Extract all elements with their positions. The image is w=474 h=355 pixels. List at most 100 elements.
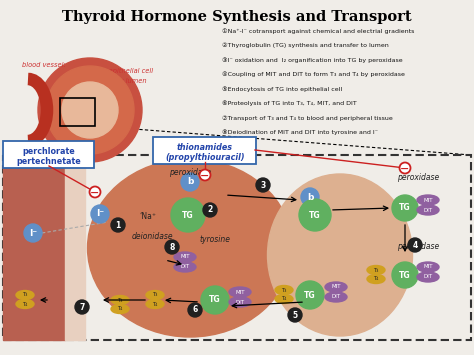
Bar [65,155,85,340]
Text: −: − [401,164,410,174]
Text: −: − [91,187,100,197]
Ellipse shape [229,287,251,297]
Text: 2: 2 [207,206,213,214]
Ellipse shape [325,292,347,302]
Text: follicular epithelial cell: follicular epithelial cell [78,68,153,74]
Circle shape [171,198,205,232]
Text: −: − [201,170,210,180]
Text: I⁻: I⁻ [29,229,37,237]
Circle shape [392,195,418,221]
Text: TG: TG [309,211,321,219]
Ellipse shape [16,290,34,300]
Ellipse shape [367,266,385,274]
Text: MIT: MIT [235,289,245,295]
Text: MIT: MIT [331,284,341,289]
Ellipse shape [417,272,439,282]
Circle shape [181,173,199,191]
Text: ⑧Deiodination of MIT and DIT into tyrosine and I⁻: ⑧Deiodination of MIT and DIT into tyrosi… [222,130,378,135]
Circle shape [111,218,125,232]
Text: MIT: MIT [423,197,433,202]
Circle shape [296,281,324,309]
Text: follicular lumen: follicular lumen [95,78,146,84]
Text: T₃: T₃ [22,293,28,297]
Bar [3,155,65,340]
Circle shape [201,286,229,314]
Text: 4: 4 [412,240,418,250]
Text: 8: 8 [169,242,175,251]
Text: ②Thyroglobulin (TG) synthesis and transfer to lumen: ②Thyroglobulin (TG) synthesis and transf… [222,43,389,48]
Text: TG: TG [399,203,411,213]
Ellipse shape [174,262,196,272]
Text: MIT: MIT [180,255,190,260]
Text: DIT: DIT [423,208,433,213]
Circle shape [203,203,217,217]
Text: 3: 3 [260,180,265,190]
FancyBboxPatch shape [154,137,256,164]
Text: perchlorate: perchlorate [23,147,75,156]
Text: T₄: T₄ [281,296,287,301]
Text: T₄: T₄ [374,277,379,282]
Circle shape [38,58,142,162]
Circle shape [165,240,179,254]
Ellipse shape [88,159,292,337]
Text: MIT: MIT [423,264,433,269]
Text: ④Coupling of MIT and DIT to form T₃ and T₄ by peroxidase: ④Coupling of MIT and DIT to form T₃ and … [222,71,405,77]
Circle shape [46,66,134,154]
Ellipse shape [111,295,129,305]
Ellipse shape [367,274,385,284]
Ellipse shape [417,195,439,205]
Text: deionidase: deionidase [131,232,173,241]
Text: T₃: T₃ [152,293,158,297]
Text: ⑤Endocytosis of TG into epithelial cell: ⑤Endocytosis of TG into epithelial cell [222,86,342,92]
Ellipse shape [174,252,196,262]
Text: 5: 5 [292,311,298,320]
Text: DIT: DIT [236,300,245,305]
Text: ⑥Proteolysis of TG into T₃, T₄, MIT, and DIT: ⑥Proteolysis of TG into T₃, T₄, MIT, and… [222,100,357,106]
Text: peroxidase: peroxidase [397,242,439,251]
Ellipse shape [229,297,251,307]
Text: TG: TG [182,211,194,219]
Circle shape [91,205,109,223]
Circle shape [200,169,210,180]
Text: ⑦Transport of T₃ and T₄ to blood and peripheral tissue: ⑦Transport of T₃ and T₄ to blood and per… [222,115,393,121]
Ellipse shape [146,290,164,300]
Text: (colloid): (colloid) [95,86,122,93]
Ellipse shape [267,174,412,336]
Text: thionamides: thionamides [177,143,233,152]
Circle shape [90,186,100,197]
Text: peroxidase: peroxidase [397,173,439,182]
Text: pertechnetate: pertechnetate [17,157,82,166]
Text: ①Na⁺-I⁻ cotransport against chemical and electrial gradients: ①Na⁺-I⁻ cotransport against chemical and… [222,28,414,34]
Text: T₄: T₄ [117,306,123,311]
Text: DIT: DIT [423,274,433,279]
Circle shape [301,188,319,206]
Ellipse shape [325,282,347,292]
Circle shape [400,163,410,174]
Text: 7: 7 [79,302,85,311]
Text: TG: TG [399,271,411,279]
Ellipse shape [16,300,34,308]
Ellipse shape [417,262,439,272]
Text: 1: 1 [115,220,120,229]
Text: ③I⁻ oxidation and  I₂ organification into TG by peroxidase: ③I⁻ oxidation and I₂ organification into… [222,57,402,62]
Text: blood vessel:: blood vessel: [22,62,66,68]
Text: T₃: T₃ [373,268,379,273]
Text: tyrosine: tyrosine [200,235,230,244]
Text: T₃: T₃ [117,297,123,302]
Circle shape [392,262,418,288]
Text: ‘Na⁺: ‘Na⁺ [139,212,156,221]
Text: 6: 6 [192,306,198,315]
Circle shape [256,178,270,192]
Bar [60,98,95,126]
Circle shape [24,224,42,242]
Text: T₃: T₃ [281,288,287,293]
Text: DIT: DIT [181,264,190,269]
Circle shape [408,238,422,252]
Ellipse shape [111,305,129,313]
Circle shape [288,308,302,322]
Ellipse shape [417,205,439,215]
Text: peroxidase: peroxidase [169,168,211,177]
Text: TG: TG [209,295,221,305]
Text: Thyroid Hormone Synthesis and Transport: Thyroid Hormone Synthesis and Transport [62,10,412,24]
Text: DIT: DIT [331,295,340,300]
